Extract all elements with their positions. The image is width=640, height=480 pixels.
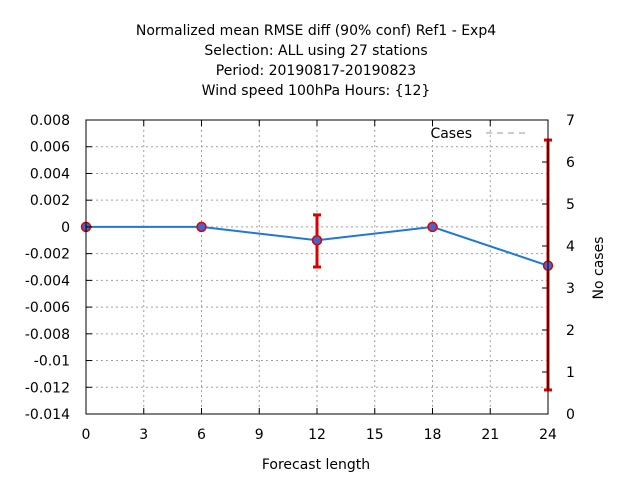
title-line-4: Wind speed 100hPa Hours: {12}	[202, 83, 431, 99]
y-tick-label: -0.006	[25, 300, 70, 316]
grid	[86, 120, 548, 414]
x-tick-label: 12	[308, 427, 326, 443]
y-tick-label: -0.004	[25, 273, 70, 289]
legend: Cases	[430, 126, 530, 142]
y2-tick-label: 2	[566, 323, 575, 339]
x-tick-label: 0	[82, 427, 91, 443]
y2-tick-label: 0	[566, 407, 575, 423]
tick-layer: 0 3 6 9 12 15 18 21 240.0080.0060.0040.0020-0.00…	[25, 113, 575, 443]
y2-tick-label: 4	[566, 239, 575, 255]
data-point	[311, 235, 323, 246]
title-line-3: Period: 20190817-20190823	[216, 63, 416, 79]
x-axis-label: Forecast length	[262, 457, 370, 473]
y2-tick-label: 5	[566, 197, 575, 213]
y2-tick-label: 7	[566, 113, 575, 129]
y-tick-label: 0	[61, 220, 70, 236]
data-point	[427, 221, 438, 233]
legend-label-cases: Cases	[430, 126, 472, 142]
y-tick-label: -0.008	[25, 327, 70, 343]
y-tick-label: -0.01	[34, 354, 70, 370]
y-tick-label: -0.012	[25, 380, 70, 396]
y-tick-label: -0.002	[25, 247, 70, 263]
x-tick-label: 21	[481, 427, 499, 443]
chart-title: Normalized mean RMSE diff (90% conf) Ref…	[136, 23, 496, 99]
y-tick-label: -0.014	[25, 407, 70, 423]
y-tick-label: 0.004	[30, 166, 70, 182]
y-tick-label: 0.002	[30, 193, 70, 209]
x-tick-label: 9	[255, 427, 264, 443]
x-tick-label: 6	[197, 427, 206, 443]
x-tick-label: 3	[139, 427, 148, 443]
title-line-1: Normalized mean RMSE diff (90% conf) Ref…	[136, 23, 496, 39]
title-line-2: Selection: ALL using 27 stations	[204, 43, 427, 59]
x-tick-label: 18	[424, 427, 442, 443]
y2-tick-label: 3	[566, 281, 575, 297]
y-tick-label: 0.006	[30, 140, 70, 156]
y-tick-label: 0.008	[30, 113, 70, 129]
data-point	[196, 221, 207, 233]
y2-axis-label: No cases	[591, 237, 607, 300]
x-tick-label: 15	[366, 427, 384, 443]
y2-tick-label: 1	[566, 365, 575, 381]
y2-tick-label: 6	[566, 155, 575, 171]
x-tick-label: 24	[539, 427, 557, 443]
